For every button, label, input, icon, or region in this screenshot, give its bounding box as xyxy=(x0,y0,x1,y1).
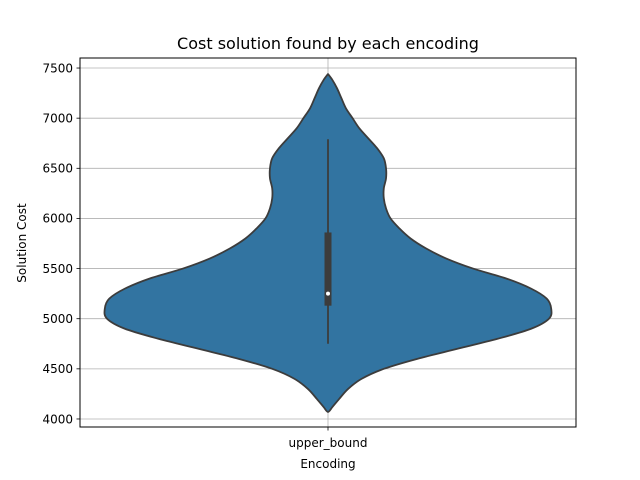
plot-frame xyxy=(79,57,577,428)
y-tick-label: 7000 xyxy=(42,111,73,125)
chart-title: Cost solution found by each encoding xyxy=(177,34,479,53)
axes: 4000 4500 5000 5500 6000 6500 7000 7500 upper_bo… xyxy=(42,57,577,450)
y-tick-label: 6000 xyxy=(42,212,73,226)
x-tick-label: upper_bound xyxy=(289,436,368,450)
violin-median-dot xyxy=(326,291,330,296)
x-axis-label: Encoding xyxy=(300,457,355,471)
y-tick-label: 6500 xyxy=(42,162,73,176)
y-axis-label: Solution Cost xyxy=(15,203,29,283)
y-tick-label: 5500 xyxy=(42,262,73,276)
violin-iqr-box xyxy=(324,232,332,306)
y-tick-label: 7500 xyxy=(42,61,73,75)
violin-plot xyxy=(103,73,553,413)
y-tick-label: 4500 xyxy=(42,362,73,376)
y-tick-label: 5000 xyxy=(42,312,73,326)
y-tick-label: 4000 xyxy=(42,412,73,426)
